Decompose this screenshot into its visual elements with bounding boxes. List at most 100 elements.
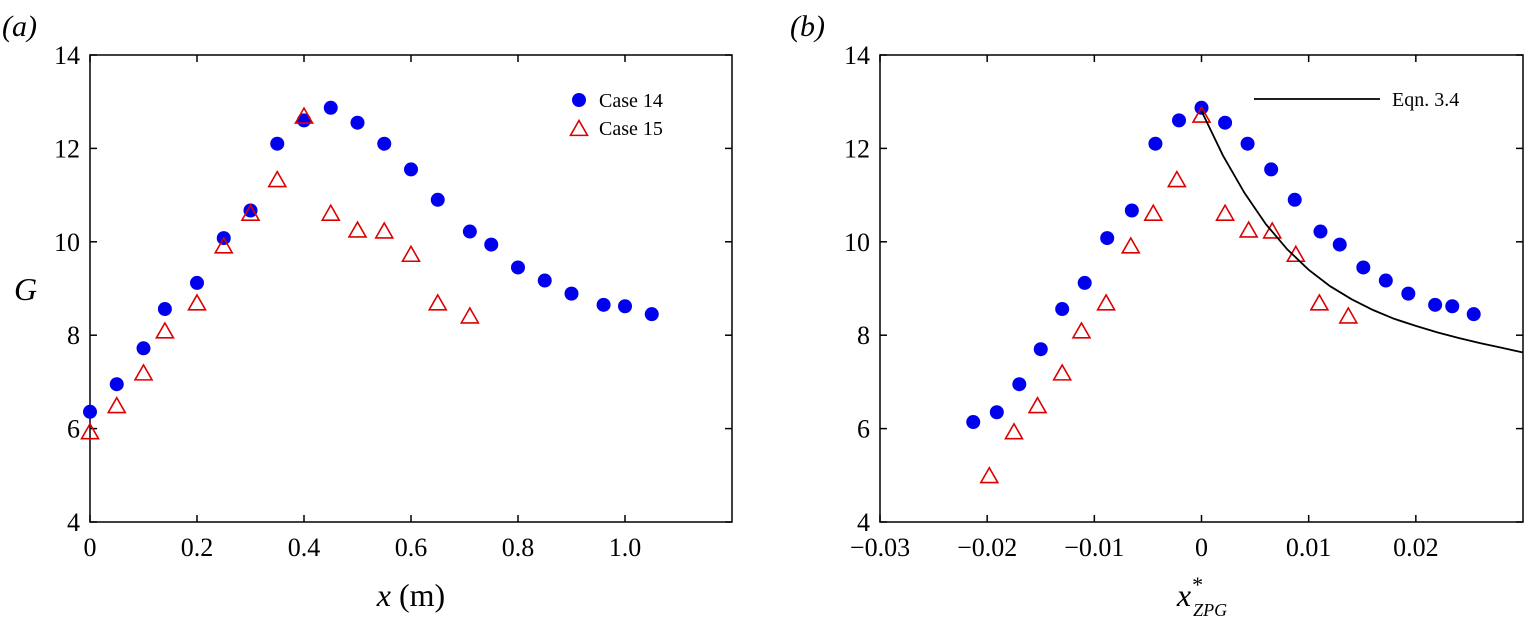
panel-a-y-tick-label: 4 <box>67 508 80 537</box>
panel-b-x-tick-label: 0 <box>1195 533 1208 562</box>
panel-b-point-series1 <box>1309 293 1330 311</box>
panel-b-y-tick-label: 10 <box>844 228 870 257</box>
panel-b-series-line <box>1200 110 1524 354</box>
panel-a-point-series0 <box>270 136 285 151</box>
panel-b-point-series0 <box>1287 192 1302 207</box>
panel-b-point-series0 <box>1445 299 1460 314</box>
panel-b-point-series1 <box>1215 203 1235 221</box>
panel-b-y-tick-label: 12 <box>844 134 870 163</box>
panel-a-x-tick-label: 0.8 <box>502 533 535 562</box>
panel-a-marks <box>80 100 659 440</box>
panel-b-legend: Eqn. 3.4 <box>1254 89 1459 111</box>
legend-marker-1 <box>572 93 586 107</box>
panel-a-point-series1 <box>187 293 207 311</box>
panel-b-point-series1 <box>1238 220 1259 238</box>
panel-a-point-series0 <box>377 136 392 151</box>
panel-a-point-series0 <box>462 224 477 239</box>
panel-b-point-series0 <box>1171 113 1186 128</box>
panel-b-x-tick-label: −0.01 <box>1064 533 1124 562</box>
panel-b-plot-frame <box>879 54 1524 523</box>
panel-b-point-series1 <box>1285 244 1306 263</box>
panel-a-point-series0 <box>430 192 445 207</box>
panel-b-point-series1 <box>1338 306 1359 324</box>
panel-a-point-series1 <box>155 321 175 339</box>
panel-b-point-series0 <box>1055 302 1070 317</box>
panel-a-y-tick-label: 14 <box>54 41 80 70</box>
panel-a-point-series1 <box>401 244 421 263</box>
panel-a-point-series1 <box>459 306 480 324</box>
panel-b-point-series1 <box>979 466 1000 484</box>
panel-b-x-tick-label: −0.02 <box>957 533 1017 562</box>
panel-a-y-tick-label: 8 <box>67 321 80 350</box>
panel-b-y-tick-label: 6 <box>857 415 870 444</box>
panel-a-point-series0 <box>537 273 552 288</box>
panel-b-y-tick-label: 4 <box>857 508 870 537</box>
panel-b-point-series0 <box>1033 342 1048 357</box>
panel-a-point-series1 <box>294 106 314 124</box>
panel-b: (b) x* ZPG −0.03 −0.02 −0.01 0 0.01 0.02 4 6 8 10 1… <box>790 10 1524 619</box>
panel-a-point-series0 <box>157 302 172 317</box>
legend-label-eqn: Eqn. 3.4 <box>1392 89 1459 111</box>
panel-b-point-series0 <box>1218 115 1233 130</box>
panel-a-point-series1 <box>374 221 395 239</box>
panel-a-ticks: 0 0.2 0.4 0.6 0.8 1.0 4 6 8 10 12 14 <box>54 41 732 562</box>
panel-a-x-tick-label: 0 <box>84 533 97 562</box>
panel-a-x-axis-title-unit: (m) <box>391 577 445 613</box>
panel-a-x-axis-title: x (m) <box>376 577 445 613</box>
legend-label-2: Case 15 <box>599 118 663 140</box>
panel-b-point-series0 <box>1148 136 1163 151</box>
panel-b-point-series1 <box>1191 105 1212 123</box>
panel-a-point-series0 <box>297 113 311 128</box>
panel-b-point-series0 <box>1466 307 1481 322</box>
panel-a-point-series0 <box>511 260 525 275</box>
panel-b-point-series1 <box>1071 321 1092 339</box>
legend-marker-2 <box>569 118 589 137</box>
panel-b-point-series1 <box>1052 363 1073 381</box>
panel-a-x-tick-label: 0.4 <box>288 533 321 562</box>
panel-a-y-tick-label: 10 <box>54 228 80 257</box>
panel-a-y-tick-label: 12 <box>54 134 80 163</box>
panel-a-legend: Case 14 Case 15 <box>569 90 663 140</box>
panel-a-y-axis-title: G <box>14 271 37 307</box>
panel-b-ticks: −0.03 −0.02 −0.01 0 0.01 0.02 4 6 8 10 12 14 <box>844 41 1523 562</box>
panel-b-point-series1 <box>1166 170 1187 188</box>
legend-label-1: Case 14 <box>599 90 663 112</box>
panel-b-point-series0 <box>1124 203 1139 218</box>
panel-a-point-series0 <box>109 377 124 392</box>
panel-a-point-series1 <box>427 293 448 311</box>
panel-a-x-tick-label: 0.2 <box>181 533 214 562</box>
panel-b-point-series0 <box>1012 377 1027 392</box>
panel-a-point-series0 <box>484 237 499 252</box>
panel-b-point-series0 <box>1378 273 1393 288</box>
panel-a-point-series1 <box>213 236 234 254</box>
panel-a-point-series0 <box>564 286 579 301</box>
panel-a-point-series1 <box>106 396 127 414</box>
panel-b-y-tick-label: 14 <box>844 41 870 70</box>
panel-b-point-series0 <box>966 415 981 430</box>
panel-a-point-series1 <box>320 203 341 221</box>
panel-b-point-series1 <box>1143 203 1164 221</box>
panel-a-point-series1 <box>267 170 288 188</box>
panel-b-x-tick-label: −0.03 <box>850 533 910 562</box>
panel-b-point-series0 <box>1100 231 1115 246</box>
panel-b-point-series1 <box>1262 221 1283 239</box>
panel-a-point-series1 <box>80 422 100 440</box>
panel-a-label: (a) <box>2 10 37 43</box>
panel-a-x-tick-label: 0.6 <box>395 533 428 562</box>
panel-b-label: (b) <box>790 10 825 43</box>
panel-b-point-series0 <box>1356 260 1371 275</box>
panel-a-y-tick-label: 6 <box>67 415 80 444</box>
panel-a-point-series0 <box>83 404 97 419</box>
panel-a-point-series1 <box>240 203 261 221</box>
panel-a-point-series0 <box>404 162 418 177</box>
panel-b-point-series0 <box>1401 286 1416 301</box>
panel-b-x-axis-title-sup: * <box>1192 572 1203 597</box>
panel-b-x-tick-label: 0.02 <box>1393 533 1439 562</box>
panel-b-point-series0 <box>1313 224 1328 239</box>
panel-a-point-series0 <box>243 203 258 218</box>
panel-b-x-tick-label: 0.01 <box>1286 533 1332 562</box>
panel-a-point-series0 <box>350 115 365 130</box>
panel-b-point-series1 <box>1004 422 1024 440</box>
panel-a-point-series0 <box>618 299 632 314</box>
